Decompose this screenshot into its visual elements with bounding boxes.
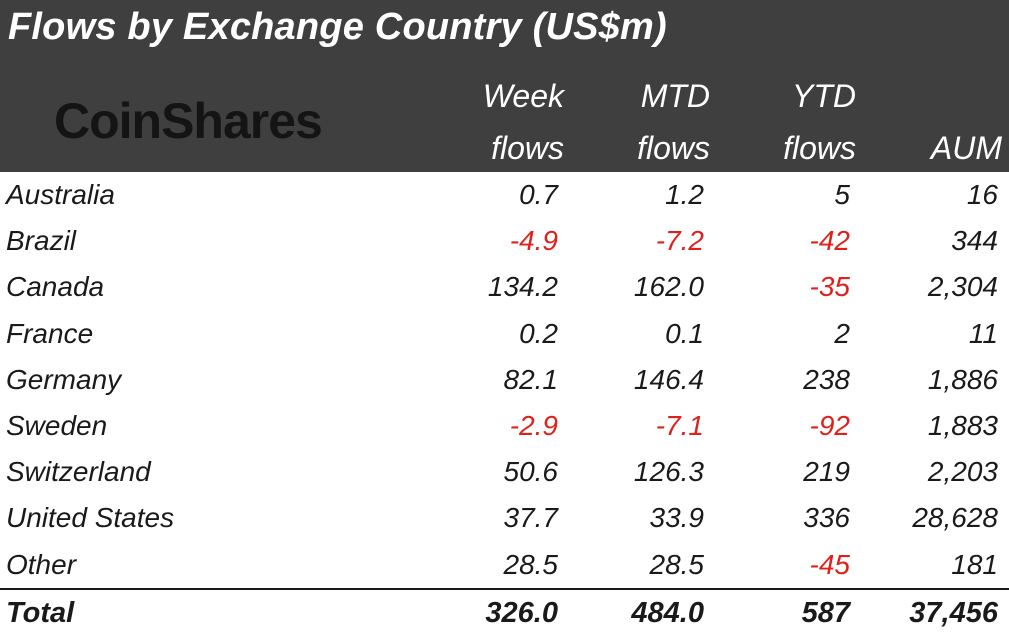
cell-mtd: 28.5 bbox=[649, 549, 705, 580]
cell-week: -4.9 bbox=[509, 225, 558, 256]
cell-ytd: 2 bbox=[834, 318, 850, 349]
cell-aum: 344 bbox=[951, 225, 998, 256]
row-label: Australia bbox=[6, 179, 115, 210]
total-divider bbox=[0, 588, 1009, 590]
cell-ytd: 587 bbox=[801, 597, 850, 629]
cell-aum: 16 bbox=[966, 179, 998, 210]
cell-aum: 11 bbox=[968, 318, 998, 349]
cell-ytd: 5 bbox=[834, 179, 850, 210]
table-row: Sweden -2.9 -7.1 -92 1,883 bbox=[0, 403, 1009, 449]
cell-ytd: 336 bbox=[803, 502, 850, 533]
total-label: Total bbox=[6, 597, 75, 629]
table-row: France 0.2 0.1 2 11 bbox=[0, 311, 1009, 357]
cell-aum: 1,883 bbox=[927, 410, 998, 441]
cell-week: -2.9 bbox=[509, 410, 558, 441]
col-header-mtd-line1: MTD bbox=[640, 78, 710, 114]
cell-aum: 2,203 bbox=[927, 456, 998, 487]
row-label: Brazil bbox=[6, 225, 77, 256]
cell-aum: 1,886 bbox=[927, 364, 998, 395]
cell-ytd: 219 bbox=[803, 456, 850, 487]
cell-aum: 2,304 bbox=[927, 271, 998, 302]
col-header-aum: AUM bbox=[930, 130, 1002, 166]
row-label: Germany bbox=[6, 364, 122, 395]
cell-aum: 181 bbox=[951, 549, 998, 580]
cell-week: 326.0 bbox=[485, 597, 558, 629]
cell-aum: 37,456 bbox=[909, 597, 998, 629]
cell-mtd: 0.1 bbox=[665, 318, 704, 349]
cell-week: 50.6 bbox=[503, 456, 559, 487]
table-row: Brazil -4.9 -7.2 -42 344 bbox=[0, 218, 1009, 264]
table-header: Flows by Exchange Country (US$m) CoinSha… bbox=[0, 0, 1009, 172]
table-row: Switzerland 50.6 126.3 219 2,203 bbox=[0, 449, 1009, 495]
cell-week: 37.7 bbox=[503, 502, 559, 533]
cell-ytd: 238 bbox=[803, 364, 850, 395]
cell-mtd: 484.0 bbox=[631, 597, 704, 629]
cell-mtd: 1.2 bbox=[665, 179, 704, 210]
table-row: Australia 0.7 1.2 5 16 bbox=[0, 172, 1009, 218]
table-row: Other 28.5 28.5 -45 181 bbox=[0, 542, 1009, 588]
col-header-ytd-line1: YTD bbox=[792, 78, 856, 114]
table-row: Germany 82.1 146.4 238 1,886 bbox=[0, 357, 1009, 403]
table-row: Canada 134.2 162.0 -35 2,304 bbox=[0, 264, 1009, 310]
chart-title: Flows by Exchange Country (US$m) bbox=[8, 6, 667, 48]
row-label: Switzerland bbox=[6, 456, 151, 487]
col-header-week-line1: Week bbox=[482, 78, 564, 114]
cell-aum: 28,628 bbox=[912, 502, 998, 533]
col-header-ytd-line2: flows bbox=[783, 130, 856, 166]
cell-mtd: 33.9 bbox=[649, 502, 705, 533]
cell-ytd: -92 bbox=[809, 410, 850, 441]
cell-mtd: 162.0 bbox=[633, 271, 704, 302]
coinshares-logo: CoinShares bbox=[54, 93, 323, 149]
cell-week: 134.2 bbox=[487, 271, 558, 302]
cell-mtd: -7.1 bbox=[655, 410, 704, 441]
col-header-mtd-line2: flows bbox=[637, 130, 710, 166]
cell-ytd: -45 bbox=[809, 549, 850, 580]
cell-ytd: -35 bbox=[809, 271, 850, 302]
row-label: Sweden bbox=[6, 410, 108, 441]
total-row: Total 326.0 484.0 587 37,456 bbox=[0, 590, 1009, 636]
row-label: France bbox=[6, 318, 94, 349]
col-header-week-line2: flows bbox=[491, 130, 564, 166]
table-row: United States 37.7 33.9 336 28,628 bbox=[0, 495, 1009, 541]
cell-ytd: -42 bbox=[809, 225, 850, 256]
cell-week: 0.2 bbox=[519, 318, 558, 349]
cell-mtd: 126.3 bbox=[633, 456, 704, 487]
cell-week: 28.5 bbox=[503, 549, 559, 580]
row-label: Other bbox=[6, 549, 77, 580]
cell-week: 82.1 bbox=[503, 364, 559, 395]
row-label: United States bbox=[6, 502, 175, 533]
cell-mtd: -7.2 bbox=[655, 225, 704, 256]
cell-mtd: 146.4 bbox=[633, 364, 704, 395]
row-label: Canada bbox=[6, 271, 105, 302]
cell-week: 0.7 bbox=[519, 179, 558, 210]
